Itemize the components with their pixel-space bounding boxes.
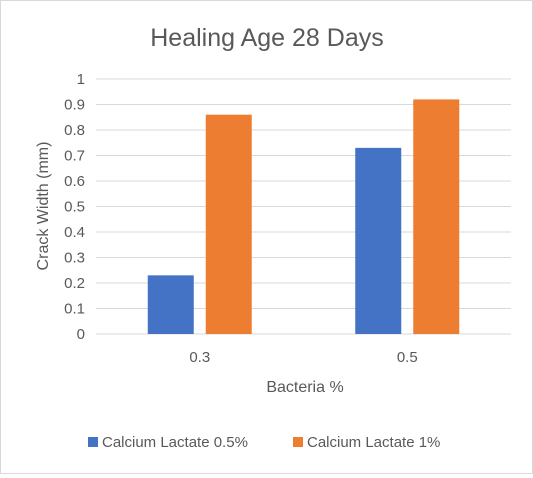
bar bbox=[147, 275, 194, 334]
x-axis-ticks: 0.3 0.5 bbox=[189, 349, 417, 366]
x-tick-label: 0.3 bbox=[189, 349, 210, 366]
y-axis-ticks: 0 0.1 0.2 0.3 0.4 0.5 0.6 0.7 0.8 0.9 1 bbox=[64, 71, 85, 343]
bar bbox=[413, 99, 460, 335]
y-tick-label: 1 bbox=[77, 71, 85, 88]
y-tick-label: 0.1 bbox=[64, 301, 85, 318]
y-axis-label: Crack Width (mm) bbox=[35, 142, 52, 271]
y-tick-label: 0.7 bbox=[64, 148, 85, 165]
x-axis-label: Bacteria % bbox=[266, 379, 343, 396]
legend-label: Calcium Lactate 0.5% bbox=[102, 434, 248, 451]
bar bbox=[355, 147, 402, 334]
legend: Calcium Lactate 0.5% Calcium Lactate 1% bbox=[88, 434, 440, 451]
legend-swatch bbox=[88, 437, 98, 447]
legend-swatch bbox=[293, 437, 303, 447]
legend-label: Calcium Lactate 1% bbox=[307, 434, 440, 451]
bar bbox=[205, 114, 252, 334]
y-tick-label: 0.3 bbox=[64, 250, 85, 267]
chart-title: Healing Age 28 Days bbox=[150, 24, 383, 52]
bars bbox=[147, 99, 460, 335]
y-tick-label: 0 bbox=[77, 326, 85, 343]
x-tick-label: 0.5 bbox=[397, 349, 418, 366]
y-tick-label: 0.5 bbox=[64, 199, 85, 216]
y-tick-label: 0.6 bbox=[64, 173, 85, 190]
y-tick-label: 0.8 bbox=[64, 122, 85, 139]
y-tick-label: 0.9 bbox=[64, 97, 85, 114]
y-tick-label: 0.4 bbox=[64, 224, 85, 241]
y-tick-label: 0.2 bbox=[64, 275, 85, 292]
